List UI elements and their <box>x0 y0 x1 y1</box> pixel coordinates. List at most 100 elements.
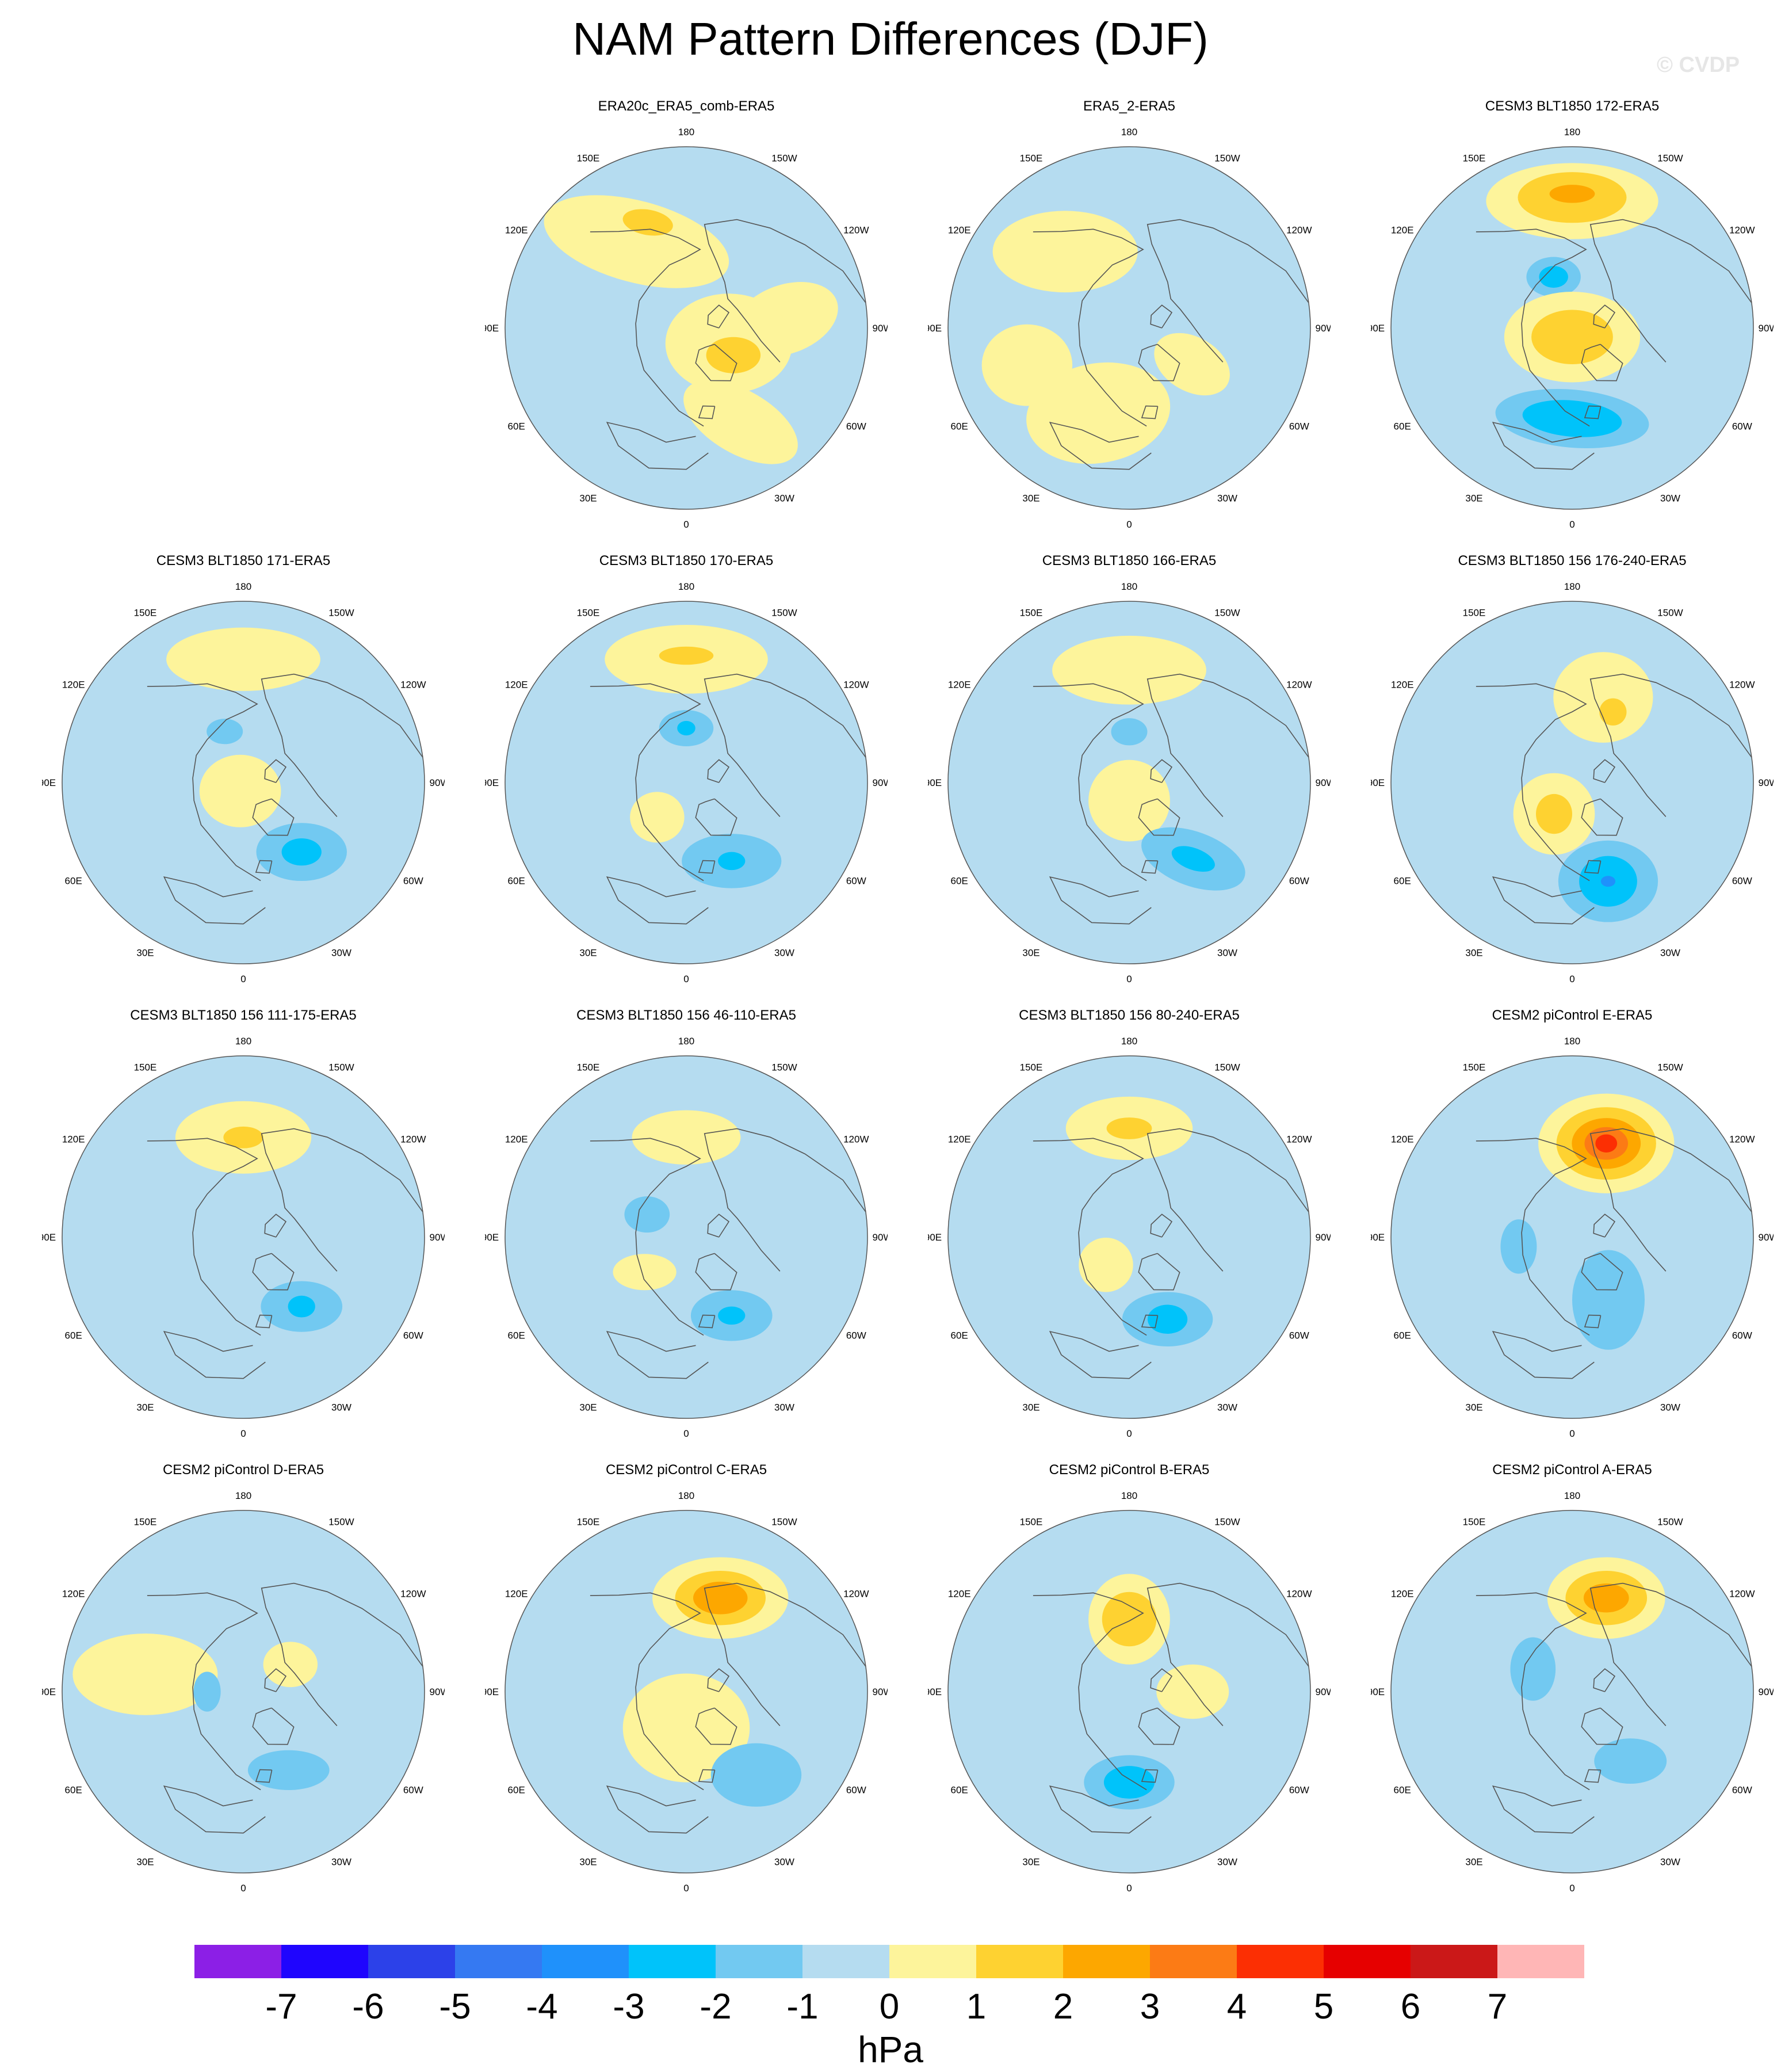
contour-region <box>1599 698 1627 726</box>
coastline <box>1581 1253 1623 1291</box>
longitude-label: 90E <box>485 1686 499 1697</box>
coastline <box>1492 876 1595 925</box>
coastline <box>695 344 737 381</box>
background-field <box>1391 1510 1753 1873</box>
longitude-label: 150W <box>328 1517 354 1528</box>
contour-region <box>992 211 1138 293</box>
cvdp-watermark: © CVDP <box>1657 53 1740 77</box>
map-border <box>505 1055 868 1419</box>
contour-field <box>948 1510 1310 1873</box>
coastline <box>1581 1707 1623 1745</box>
longitude-label: 150E <box>1463 1062 1486 1073</box>
longitude-label: 60W <box>403 1785 423 1796</box>
longitude-label: 90E <box>485 1232 499 1243</box>
map-panel: CESM3 BLT1850 172-ERA5 180 150E 120E 90E 60E 3… <box>1371 98 1774 535</box>
longitude-label: 30W <box>1660 947 1680 958</box>
coastline <box>590 228 704 427</box>
longitude-label: 90E <box>1371 1686 1385 1697</box>
polar-map: 180 150E 120E 90E 60E 30E 0 30W 60W 90W 120W 150W <box>485 1036 888 1439</box>
longitude-label: 120W <box>1729 225 1755 236</box>
longitude-label: 60W <box>1732 1785 1752 1796</box>
coastline <box>1150 1668 1173 1692</box>
polar-map: 180 150E 120E 90E 60E 30E 0 30W 60W 90W 120W 150W <box>42 1490 445 1894</box>
longitude-label: 90E <box>485 777 499 788</box>
longitude-label: 30W <box>331 947 351 958</box>
contour-region <box>1103 1766 1155 1799</box>
background-field <box>505 1056 867 1418</box>
panel-title: CESM3 BLT1850 156 80-240-ERA5 <box>1019 1008 1240 1023</box>
longitude-label: 90W <box>1316 777 1331 788</box>
map-panel: ERA20c_ERA5_comb-ERA5 180 150E 120E 90E 60E 30… <box>485 98 888 535</box>
longitude-label: 30W <box>1217 1856 1237 1867</box>
longitude-label: 60W <box>846 876 866 887</box>
map-panel: CESM3 BLT1850 156 111-175-ERA5 180 150E 120… <box>42 1007 445 1444</box>
longitude-label: 150E <box>1463 608 1486 619</box>
longitude-label: 30E <box>579 1402 597 1413</box>
map-panel: CESM3 BLT1850 166-ERA5 180 150E 120E 90E 60E 3… <box>928 552 1331 990</box>
panel-title: CESM2 piControl A-ERA5 <box>1492 1462 1652 1478</box>
coastline <box>163 1785 266 1834</box>
coastline <box>707 1214 730 1238</box>
contour-region <box>622 1673 750 1783</box>
longitude-label: 60W <box>403 876 423 887</box>
colorbar-tick-label: 0 <box>880 1987 899 2027</box>
coastline <box>1033 1592 1147 1791</box>
longitude-label: 120W <box>843 1589 869 1600</box>
coastline <box>1033 1138 1147 1336</box>
longitude-label: 0 <box>240 1428 246 1439</box>
background-field <box>948 1510 1310 1873</box>
colorbar-swatch <box>1411 1945 1497 1978</box>
longitude-label: 30W <box>774 947 794 958</box>
contour-region <box>263 1642 318 1688</box>
longitude-label: 30W <box>1660 1402 1680 1413</box>
longitude-label: 120E <box>1391 1134 1414 1145</box>
longitude-label: 150W <box>1214 608 1240 619</box>
contour-region <box>223 1126 263 1148</box>
contour-region <box>1171 846 1215 872</box>
longitude-label: 30E <box>1465 1402 1482 1413</box>
longitude-label: 90E <box>928 1686 942 1697</box>
colorbar-swatch <box>1237 1945 1324 1978</box>
panel-title: CESM3 BLT1850 156 176-240-ERA5 <box>1458 553 1687 568</box>
longitude-label: 150E <box>134 1062 157 1073</box>
map-panel: CESM3 BLT1850 171-ERA5 180 150E 120E 90E 60E 3… <box>42 552 445 990</box>
coastline <box>1146 1582 1309 1726</box>
longitude-label: 120E <box>948 1589 971 1600</box>
coastline <box>264 1214 287 1238</box>
longitude-label: 30E <box>1465 947 1482 958</box>
longitude-label: 60W <box>1732 876 1752 887</box>
longitude-label: 30E <box>1022 947 1039 958</box>
coastline <box>590 1592 704 1791</box>
coastline <box>695 1253 737 1291</box>
longitude-label: 120W <box>400 1589 426 1600</box>
coastline <box>255 1314 273 1329</box>
longitude-label: 90W <box>1316 1232 1331 1243</box>
map-border <box>947 146 1311 510</box>
longitude-label: 120E <box>62 680 85 690</box>
longitude-label: 60W <box>846 1330 866 1341</box>
map-border <box>947 601 1311 964</box>
longitude-label: 150E <box>1020 608 1043 619</box>
coastline <box>1584 1314 1602 1329</box>
longitude-label: 180 <box>1564 581 1580 592</box>
contour-region <box>632 1110 741 1165</box>
longitude-label: 60E <box>1394 1785 1411 1796</box>
colorbar-swatch <box>889 1945 976 1978</box>
longitude-label: 120E <box>62 1589 85 1600</box>
longitude-label: 150E <box>1020 1517 1043 1528</box>
longitude-label: 90W <box>1759 1686 1774 1697</box>
contour-region <box>1088 760 1170 842</box>
longitude-label: 0 <box>683 519 689 530</box>
longitude-label: 30E <box>136 1856 154 1867</box>
longitude-label: 180 <box>1564 127 1580 138</box>
longitude-label: 150W <box>1214 153 1240 164</box>
coastline <box>255 1769 273 1783</box>
contour-region <box>1595 1134 1618 1153</box>
longitude-label: 30W <box>774 1856 794 1867</box>
longitude-label: 90E <box>1371 777 1385 788</box>
longitude-label: 60W <box>1289 1330 1309 1341</box>
coastline <box>707 1668 730 1692</box>
colorbar-tick-label: 6 <box>1401 1987 1420 2027</box>
longitude-label: 60W <box>403 1330 423 1341</box>
contour-region <box>288 1295 315 1318</box>
